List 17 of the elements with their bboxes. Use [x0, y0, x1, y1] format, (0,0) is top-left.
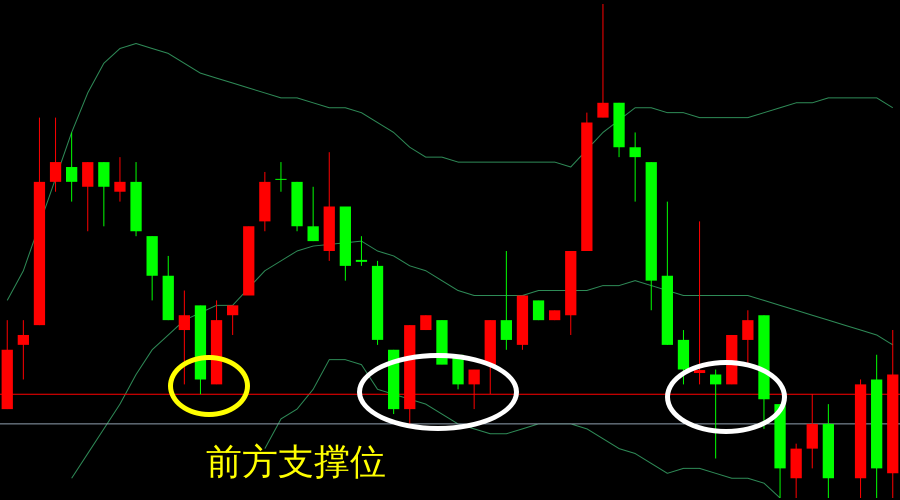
- candlestick: [308, 186, 319, 242]
- candlestick: [66, 132, 78, 202]
- candlestick: [114, 156, 126, 202]
- candlestick: [275, 162, 287, 192]
- candlestick: [356, 236, 368, 266]
- annotation: 前方支撑位: [206, 441, 386, 485]
- candlestick: [227, 304, 238, 336]
- candlestick: [18, 320, 29, 380]
- candlestick: [50, 117, 62, 192]
- candlestick: [420, 314, 432, 331]
- candlestick: [710, 369, 722, 459]
- candlestick: [742, 310, 754, 366]
- candlestick: [694, 220, 706, 385]
- candlestick: [500, 250, 512, 350]
- candlestick: [178, 290, 190, 385]
- candlestick: [630, 132, 641, 202]
- candlestick: [597, 4, 609, 118]
